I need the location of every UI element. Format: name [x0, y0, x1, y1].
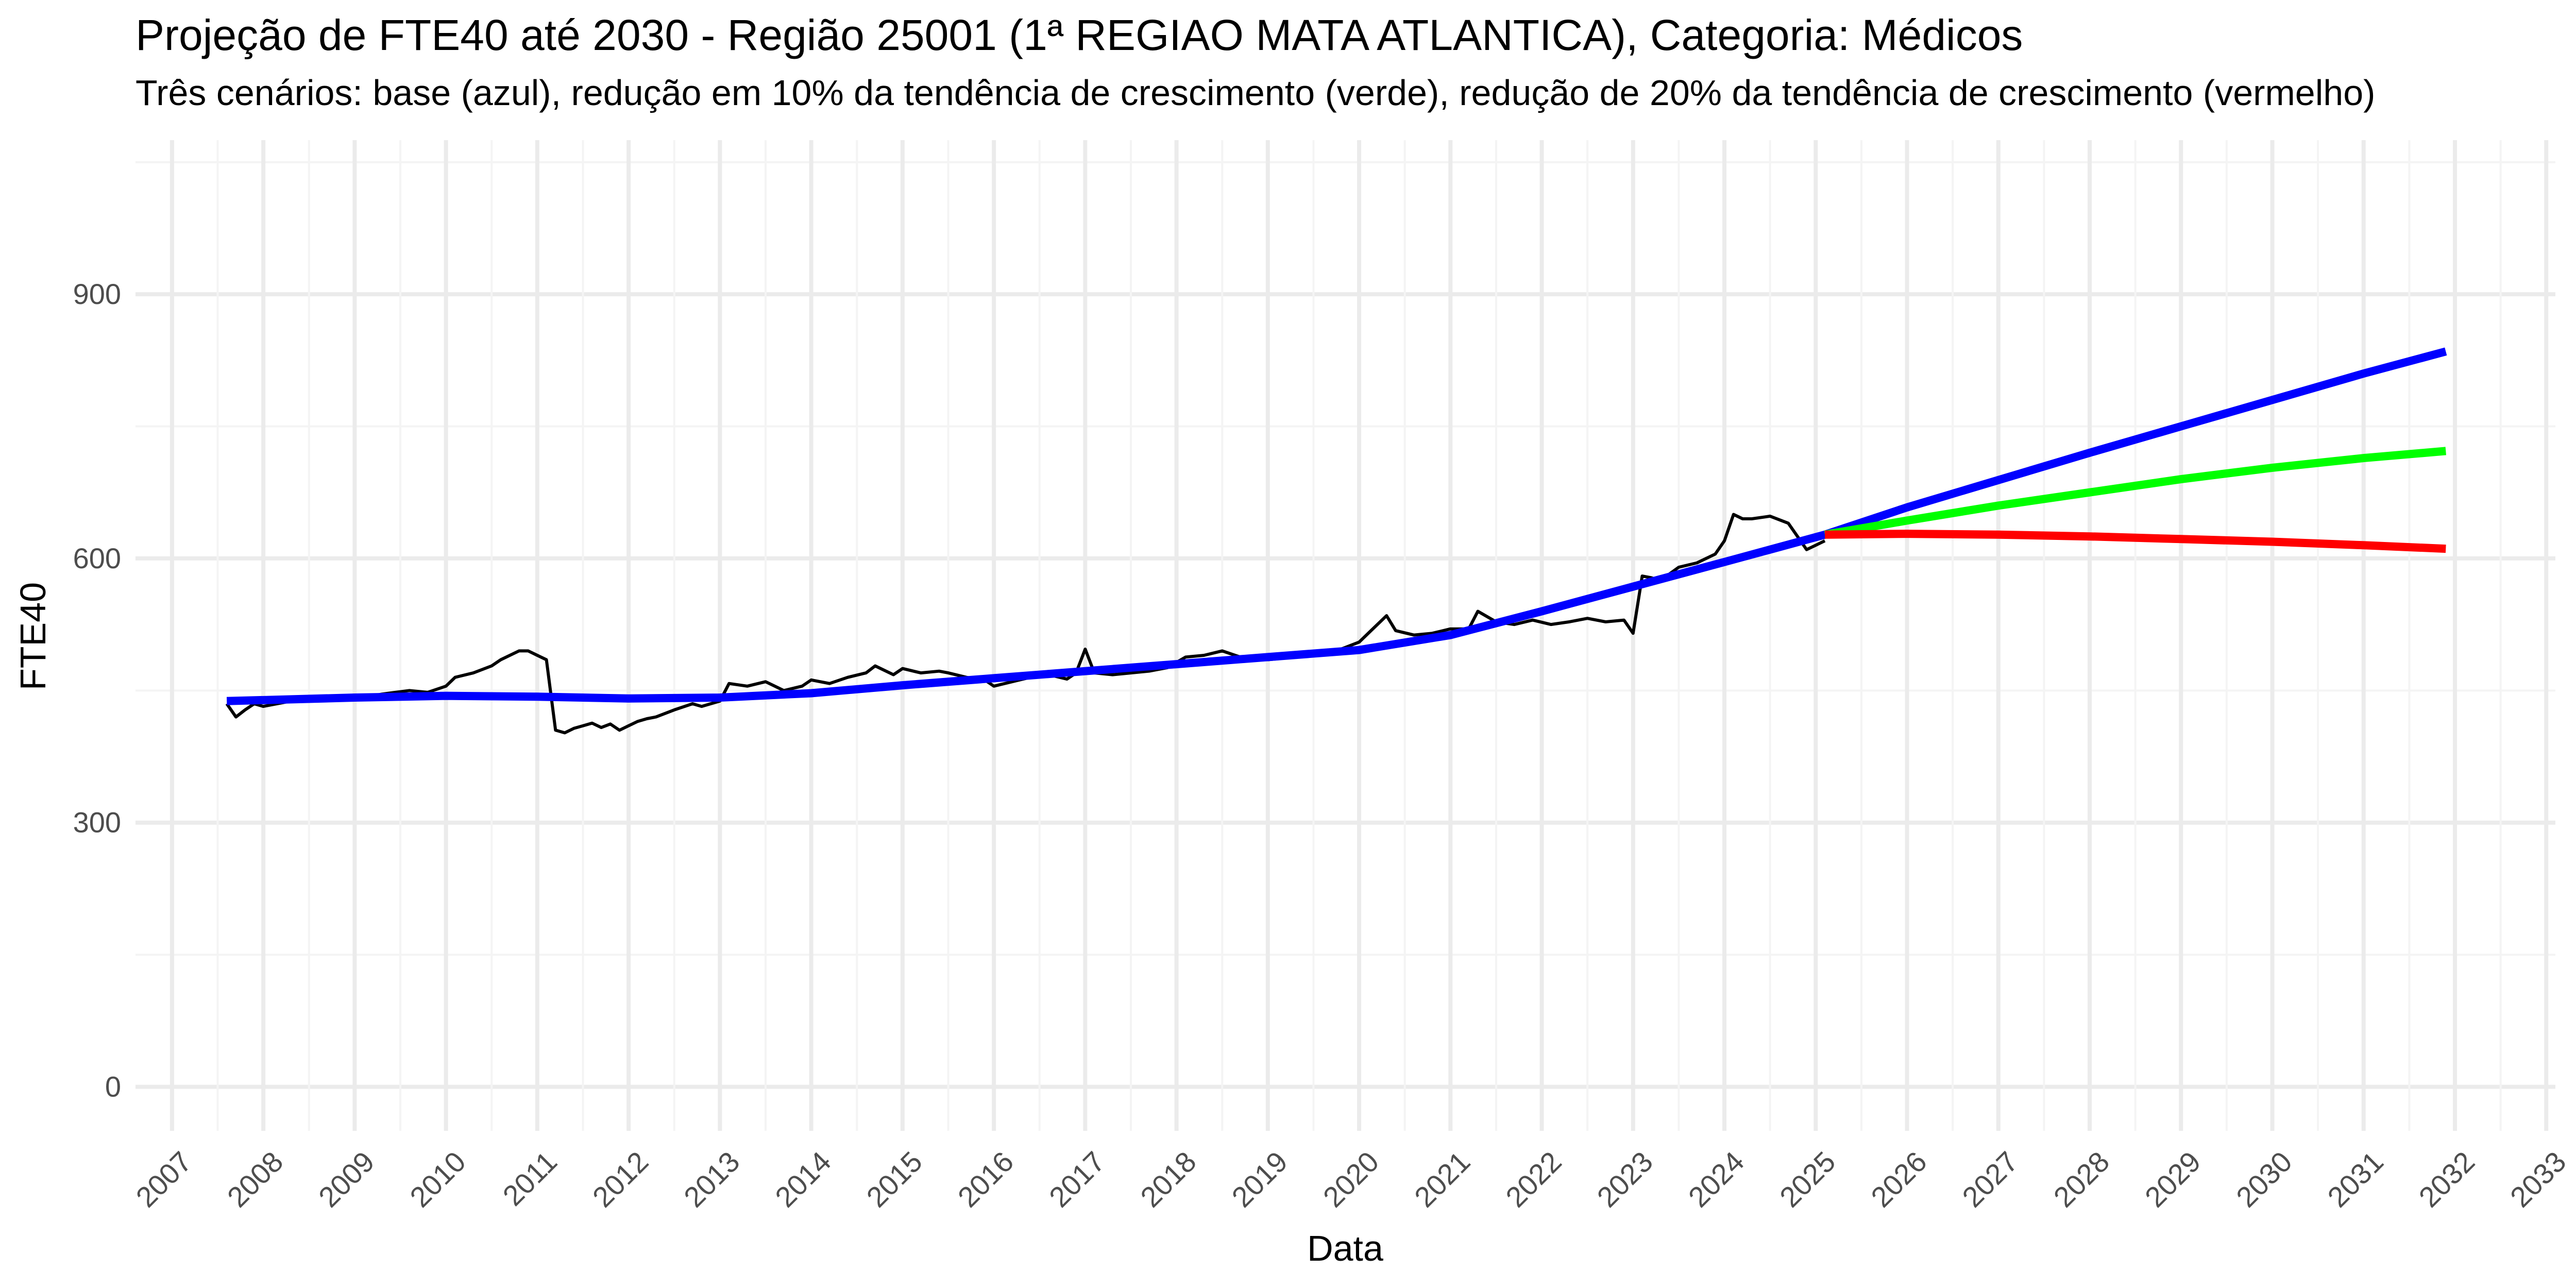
- series-line-0: [225, 513, 1826, 735]
- series-lines: [225, 347, 2447, 735]
- x-tick-label-2020: 2020: [1317, 1145, 1385, 1214]
- x-tick-label-2015: 2015: [860, 1145, 928, 1214]
- x-tick-label-2031: 2031: [2321, 1145, 2389, 1214]
- x-tick-label-2033: 2033: [2504, 1145, 2572, 1214]
- x-tick-label-2032: 2032: [2413, 1145, 2481, 1214]
- x-tick-label-2008: 2008: [221, 1145, 290, 1214]
- x-axis-title: Data: [1307, 1228, 1383, 1268]
- y-axis-title: FTE40: [13, 582, 53, 690]
- x-tick-label-2019: 2019: [1225, 1145, 1294, 1214]
- x-tick-label-2016: 2016: [952, 1145, 1020, 1214]
- series-line-1: [226, 347, 2447, 705]
- series-line-2: [1824, 447, 2446, 539]
- x-tick-label-2028: 2028: [2047, 1145, 2116, 1214]
- x-tick-label-2030: 2030: [2230, 1145, 2298, 1214]
- y-tick-label-0: 0: [105, 1071, 121, 1103]
- x-tick-label-2010: 2010: [403, 1145, 472, 1214]
- series-line-3: [1824, 530, 2446, 553]
- x-tick-label-2018: 2018: [1134, 1145, 1202, 1214]
- y-tick-label-600: 600: [73, 542, 121, 574]
- x-tick-label-2021: 2021: [1408, 1145, 1477, 1214]
- x-tick-label-2025: 2025: [1773, 1145, 1842, 1214]
- x-tick-label-2007: 2007: [129, 1145, 198, 1214]
- x-tick-label-2029: 2029: [2139, 1145, 2207, 1214]
- y-tick-label-300: 300: [73, 806, 121, 839]
- grid-lines: [135, 140, 2555, 1131]
- x-tick-label-2024: 2024: [1682, 1145, 1751, 1214]
- chart-subtitle: Três cenários: base (azul), redução em 1…: [135, 73, 2376, 113]
- y-axis-ticks: 0 300 600 900: [73, 278, 121, 1103]
- x-tick-label-2012: 2012: [586, 1145, 655, 1214]
- chart-title: Projeção de FTE40 até 2030 - Região 2500…: [135, 11, 2023, 59]
- x-tick-label-2009: 2009: [312, 1145, 381, 1214]
- x-tick-label-2013: 2013: [677, 1145, 746, 1214]
- x-tick-label-2022: 2022: [1499, 1145, 1568, 1214]
- x-tick-label-2026: 2026: [1865, 1145, 1933, 1214]
- x-tick-label-2017: 2017: [1043, 1145, 1111, 1214]
- y-tick-label-900: 900: [73, 278, 121, 310]
- x-tick-label-2027: 2027: [1956, 1145, 2024, 1214]
- x-tick-label-2023: 2023: [1590, 1145, 1659, 1214]
- x-tick-label-2011: 2011: [496, 1145, 563, 1212]
- x-tick-label-2014: 2014: [769, 1145, 837, 1214]
- x-axis-ticks: 2007 2008 2009 2010 2011 2012 2013 2014 2015 2016…: [129, 1145, 2572, 1214]
